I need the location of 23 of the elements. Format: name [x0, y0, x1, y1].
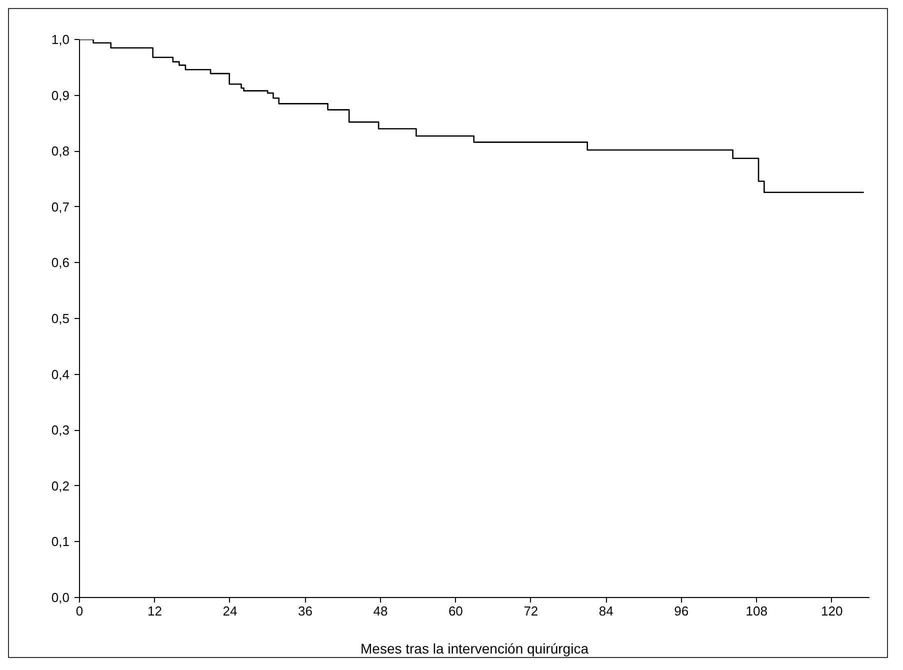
x-tick-label: 108	[746, 604, 768, 618]
y-tick-label: 0,2	[51, 478, 70, 494]
x-tick-label: 120	[821, 604, 843, 618]
y-tick-label: 0,4	[51, 366, 70, 382]
x-tick-label: 24	[222, 604, 238, 618]
y-tick-label: 0,0	[51, 590, 70, 605]
x-tick-label: 72	[524, 604, 538, 618]
y-tick-label: 0,1	[51, 534, 70, 550]
x-tick-label: 36	[298, 604, 312, 618]
x-axis-title: Meses tras la intervención quirúrgica	[360, 640, 589, 656]
y-tick-label: 0,5	[51, 311, 70, 326]
y-tick-label: 0,6	[51, 255, 70, 270]
y-tick-label: 0,8	[51, 144, 70, 159]
x-tick-label: 0	[76, 604, 84, 618]
y-tick-label: 1,0	[51, 32, 70, 47]
x-tick-label: 60	[448, 604, 463, 618]
x-tick-label: 84	[598, 604, 614, 618]
y-tick-label: 0,3	[51, 422, 70, 438]
x-tick-label: 12	[148, 604, 162, 618]
x-tick-label: 48	[373, 604, 388, 618]
y-tick-label: 0,9	[51, 88, 70, 103]
y-tick-label: 0,7	[51, 199, 70, 214]
x-tick-label: 96	[674, 604, 689, 618]
